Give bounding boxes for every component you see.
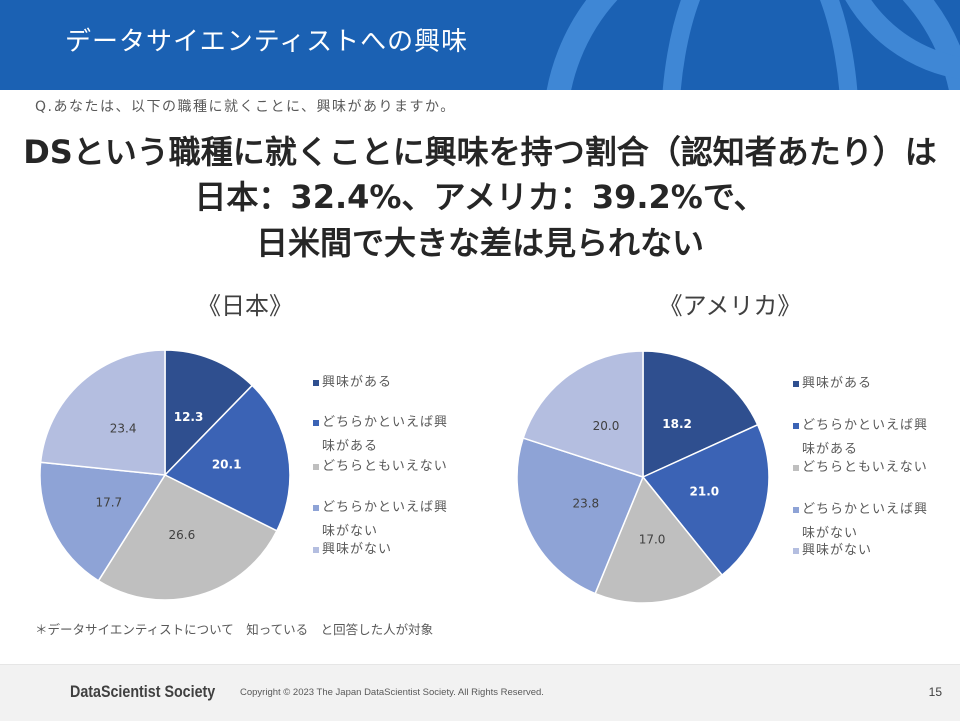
japan-chart-title: 《日本》 (197, 292, 293, 320)
japan-legend-label-neutral: どちらともいえない (322, 459, 448, 474)
usa-legend-label-interested: 興味がある (802, 376, 873, 391)
usa-pie-label-somewhat-interested: 21.0 (690, 485, 720, 499)
usa-legend-label-not-interested: 興味がない (802, 543, 873, 558)
japan-legend-label-interested: 興味がある (322, 375, 393, 390)
japan-pie-slice-interested (164, 349, 254, 477)
footer-logo: DataScientist Society (70, 682, 216, 701)
headline-line-2: 日本：32.4%、アメリカ：39.2%で、 (194, 178, 766, 216)
japan-legend-item-neutral: どちらともいえない (313, 455, 454, 479)
japan-pie-label-somewhat-interested: 20.1 (212, 458, 242, 472)
usa-pie-slice-somewhat-interested (641, 423, 770, 577)
japan-legend-item-interested: 興味がある (313, 371, 454, 395)
usa-legend-marker-somewhat-not-interested (793, 507, 799, 513)
usa-legend-marker-somewhat-interested (793, 423, 799, 429)
usa-pie-slice-neutral (594, 475, 724, 604)
usa-legend-marker-interested (793, 381, 799, 387)
page-title: データサイエンティストへの興味 (65, 27, 469, 57)
page-number: 15 (928, 685, 942, 699)
japan-pie-slice-neutral (97, 474, 278, 601)
japan-pie-slice-not-interested (39, 349, 166, 476)
headline-line-3: 日米間で大きな差は見られない (255, 224, 704, 262)
headline-line-1: DSという職種に就くことに興味を持つ割合（認知者あたり）は (23, 133, 937, 171)
usa-pie-slice-interested (642, 350, 759, 479)
footer-bar: DataScientist Society Copyright © 2023 T… (0, 664, 960, 721)
japan-legend-item-somewhat-interested: どちらかといえば興味がある (313, 411, 454, 459)
header-decoration-meridian (662, 0, 858, 90)
header-bar: データサイエンティストへの興味 (0, 0, 960, 90)
usa-chart-title: 《アメリカ》 (658, 292, 802, 320)
japan-legend-marker-somewhat-interested (313, 420, 319, 426)
japan-pie-label-neutral: 26.6 (168, 528, 195, 542)
japan-legend-item-somewhat-not-interested: どちらかといえば興味がない (313, 496, 454, 544)
copyright-text: Copyright © 2023 The Japan DataScientist… (240, 687, 544, 698)
usa-legend-item-neutral: どちらともいえない (793, 456, 934, 480)
japan-legend-marker-interested (313, 380, 319, 386)
usa-legend-item-somewhat-not-interested: どちらかといえば興味がない (793, 498, 934, 546)
japan-legend-label-somewhat-not-interested: どちらかといえば興味がない (322, 500, 449, 539)
japan-legend-label-somewhat-interested: どちらかといえば興味がある (322, 415, 449, 454)
usa-legend-item-interested: 興味がある (793, 372, 934, 396)
usa-pie-chart: 18.2 21.0 17.0 23.8 20.0 (516, 350, 770, 604)
usa-legend-marker-not-interested (793, 548, 799, 554)
usa-legend-label-neutral: どちらともいえない (802, 460, 928, 475)
usa-pie-label-interested: 18.2 (662, 417, 692, 431)
usa-legend-label-somewhat-not-interested: どちらかといえば興味がない (802, 502, 929, 541)
usa-legend-item-not-interested: 興味がない (793, 539, 934, 563)
japan-pie-label-interested: 12.3 (174, 410, 204, 424)
japan-pie-slice-somewhat-interested (163, 384, 291, 532)
japan-legend-marker-neutral (313, 464, 319, 470)
usa-pie-label-neutral: 17.0 (639, 532, 666, 546)
usa-pie-label-not-interested: 20.0 (593, 419, 620, 433)
usa-legend-label-somewhat-interested: どちらかといえば興味がある (802, 418, 929, 457)
japan-legend-marker-not-interested (313, 547, 319, 553)
usa-legend-item-somewhat-interested: どちらかといえば興味がある (793, 414, 934, 462)
japan-legend-marker-somewhat-not-interested (313, 505, 319, 511)
usa-pie-slice-not-interested (522, 350, 644, 479)
footnote: ＊データサイエンティストについて 知っている と回答した人が対象 (35, 622, 434, 637)
usa-pie-slice-somewhat-not-interested (516, 437, 645, 595)
japan-pie-label-not-interested: 23.4 (110, 422, 137, 436)
japan-pie-label-somewhat-not-interested: 17.7 (95, 495, 122, 509)
japan-legend-item-not-interested: 興味がない (313, 538, 454, 562)
survey-question: Q.あなたは、以下の職種に就くことに、興味がありますか。 (35, 99, 456, 115)
usa-legend-marker-neutral (793, 465, 799, 471)
usa-pie-label-somewhat-not-interested: 23.8 (572, 496, 599, 510)
japan-pie-slice-somewhat-not-interested (39, 461, 167, 582)
japan-pie-chart: 12.3 20.1 26.6 17.7 23.4 (39, 349, 291, 601)
japan-legend-label-not-interested: 興味がない (322, 542, 393, 557)
